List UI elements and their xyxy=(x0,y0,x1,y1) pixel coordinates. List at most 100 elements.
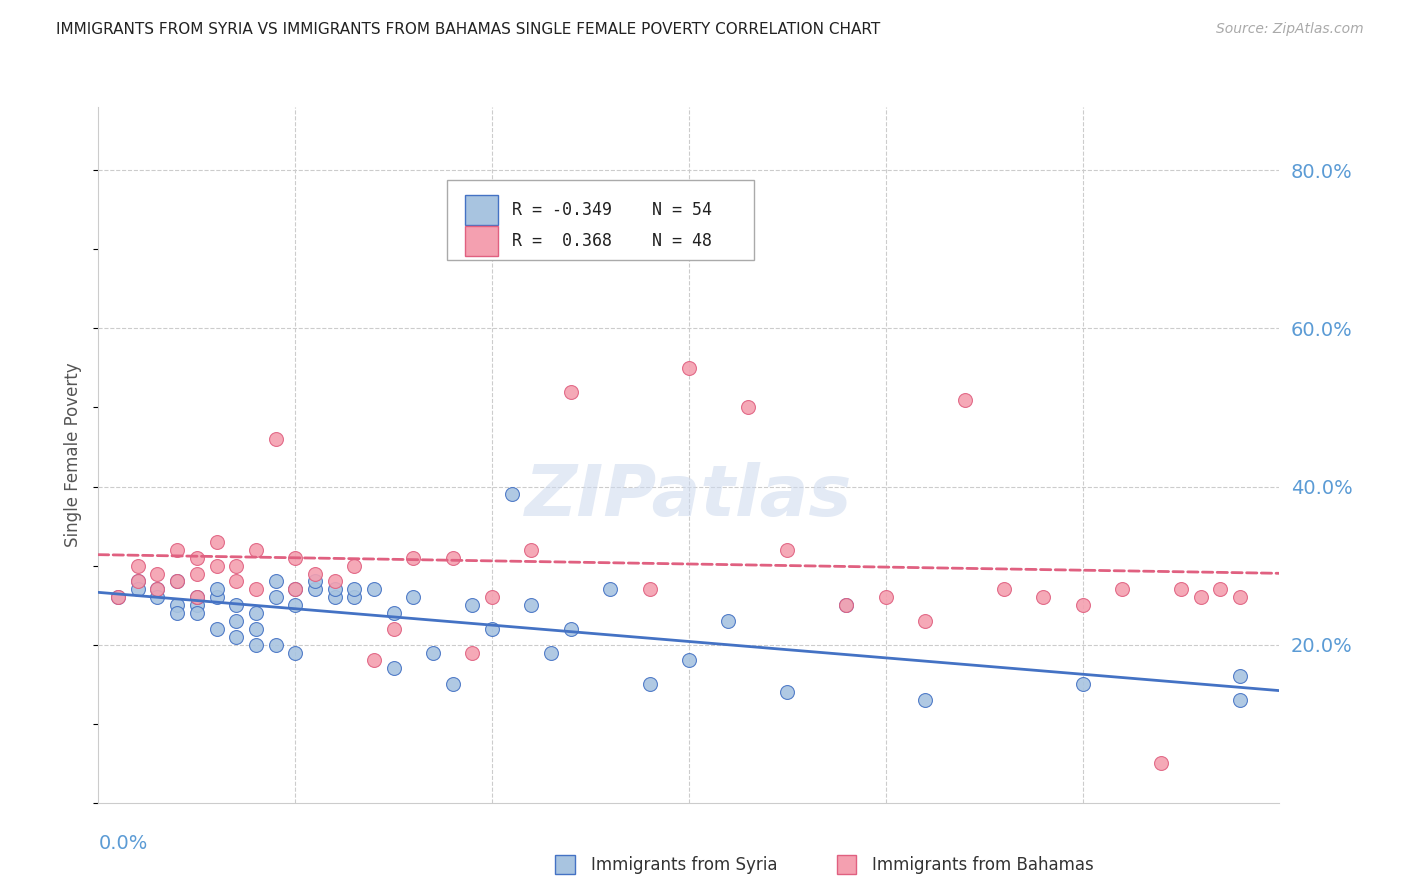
Point xyxy=(186,606,208,620)
Point xyxy=(1071,677,1094,691)
Point xyxy=(245,638,267,652)
Point xyxy=(304,574,326,589)
Point xyxy=(402,591,425,605)
Point xyxy=(107,591,129,605)
Text: ZIPatlas: ZIPatlas xyxy=(526,462,852,531)
Point xyxy=(1229,693,1251,707)
Point xyxy=(343,558,366,573)
Point xyxy=(323,582,346,597)
Point xyxy=(146,591,169,605)
Point xyxy=(776,685,799,699)
Point xyxy=(678,360,700,375)
Text: 0.0%: 0.0% xyxy=(98,834,148,853)
Point xyxy=(205,558,228,573)
Point xyxy=(382,661,405,675)
Point xyxy=(205,582,228,597)
Point xyxy=(638,582,661,597)
Point xyxy=(323,591,346,605)
Point xyxy=(560,622,582,636)
Point xyxy=(737,401,759,415)
Point xyxy=(284,598,307,612)
Point xyxy=(205,534,228,549)
Point xyxy=(875,591,897,605)
Point xyxy=(264,432,287,446)
Point xyxy=(540,646,562,660)
Point xyxy=(127,574,149,589)
Point xyxy=(264,574,287,589)
Point xyxy=(264,638,287,652)
Point xyxy=(1209,582,1232,597)
Point xyxy=(186,550,208,565)
Point xyxy=(579,235,602,249)
Point xyxy=(1111,582,1133,597)
Point xyxy=(166,574,188,589)
Point xyxy=(127,558,149,573)
Text: R =  0.368    N = 48: R = 0.368 N = 48 xyxy=(512,232,711,250)
Point xyxy=(914,614,936,628)
Point xyxy=(225,558,247,573)
Point xyxy=(1170,582,1192,597)
Point xyxy=(186,566,208,581)
Point xyxy=(520,598,543,612)
Point xyxy=(481,591,503,605)
Point xyxy=(107,591,129,605)
Point xyxy=(501,487,523,501)
Point xyxy=(1150,756,1173,771)
Point xyxy=(127,582,149,597)
Point xyxy=(560,384,582,399)
Point xyxy=(678,653,700,667)
Point xyxy=(402,550,425,565)
Point xyxy=(225,574,247,589)
Point xyxy=(717,614,740,628)
Point xyxy=(166,574,188,589)
FancyBboxPatch shape xyxy=(447,180,754,260)
Point xyxy=(382,606,405,620)
Point xyxy=(284,550,307,565)
Point xyxy=(422,646,444,660)
Point xyxy=(245,606,267,620)
Point xyxy=(1229,669,1251,683)
Point xyxy=(520,542,543,557)
Point xyxy=(166,606,188,620)
Point xyxy=(1071,598,1094,612)
Point xyxy=(225,598,247,612)
Point xyxy=(638,677,661,691)
Point xyxy=(166,598,188,612)
Point xyxy=(835,598,858,612)
Point xyxy=(186,591,208,605)
Point xyxy=(461,598,484,612)
Point xyxy=(245,582,267,597)
Point xyxy=(835,598,858,612)
Point xyxy=(146,582,169,597)
Y-axis label: Single Female Poverty: Single Female Poverty xyxy=(65,363,83,547)
Point xyxy=(225,630,247,644)
Point xyxy=(1189,591,1212,605)
Point xyxy=(284,582,307,597)
Text: Immigrants from Syria: Immigrants from Syria xyxy=(591,856,778,874)
FancyBboxPatch shape xyxy=(464,195,498,225)
Text: IMMIGRANTS FROM SYRIA VS IMMIGRANTS FROM BAHAMAS SINGLE FEMALE POVERTY CORRELATI: IMMIGRANTS FROM SYRIA VS IMMIGRANTS FROM… xyxy=(56,22,880,37)
Point xyxy=(323,574,346,589)
Point xyxy=(914,693,936,707)
Point xyxy=(245,622,267,636)
Point xyxy=(245,542,267,557)
Point xyxy=(284,646,307,660)
Point xyxy=(284,582,307,597)
Point xyxy=(264,591,287,605)
Text: Immigrants from Bahamas: Immigrants from Bahamas xyxy=(872,856,1094,874)
Point xyxy=(363,582,385,597)
Point xyxy=(363,653,385,667)
Text: R = -0.349    N = 54: R = -0.349 N = 54 xyxy=(512,201,711,219)
Point xyxy=(166,542,188,557)
Point xyxy=(993,582,1015,597)
Point xyxy=(481,622,503,636)
Point xyxy=(146,566,169,581)
Point xyxy=(205,622,228,636)
Point xyxy=(205,591,228,605)
Point xyxy=(343,582,366,597)
Point xyxy=(186,598,208,612)
Point xyxy=(461,646,484,660)
Point xyxy=(599,582,621,597)
Text: Source: ZipAtlas.com: Source: ZipAtlas.com xyxy=(1216,22,1364,37)
Point xyxy=(776,542,799,557)
